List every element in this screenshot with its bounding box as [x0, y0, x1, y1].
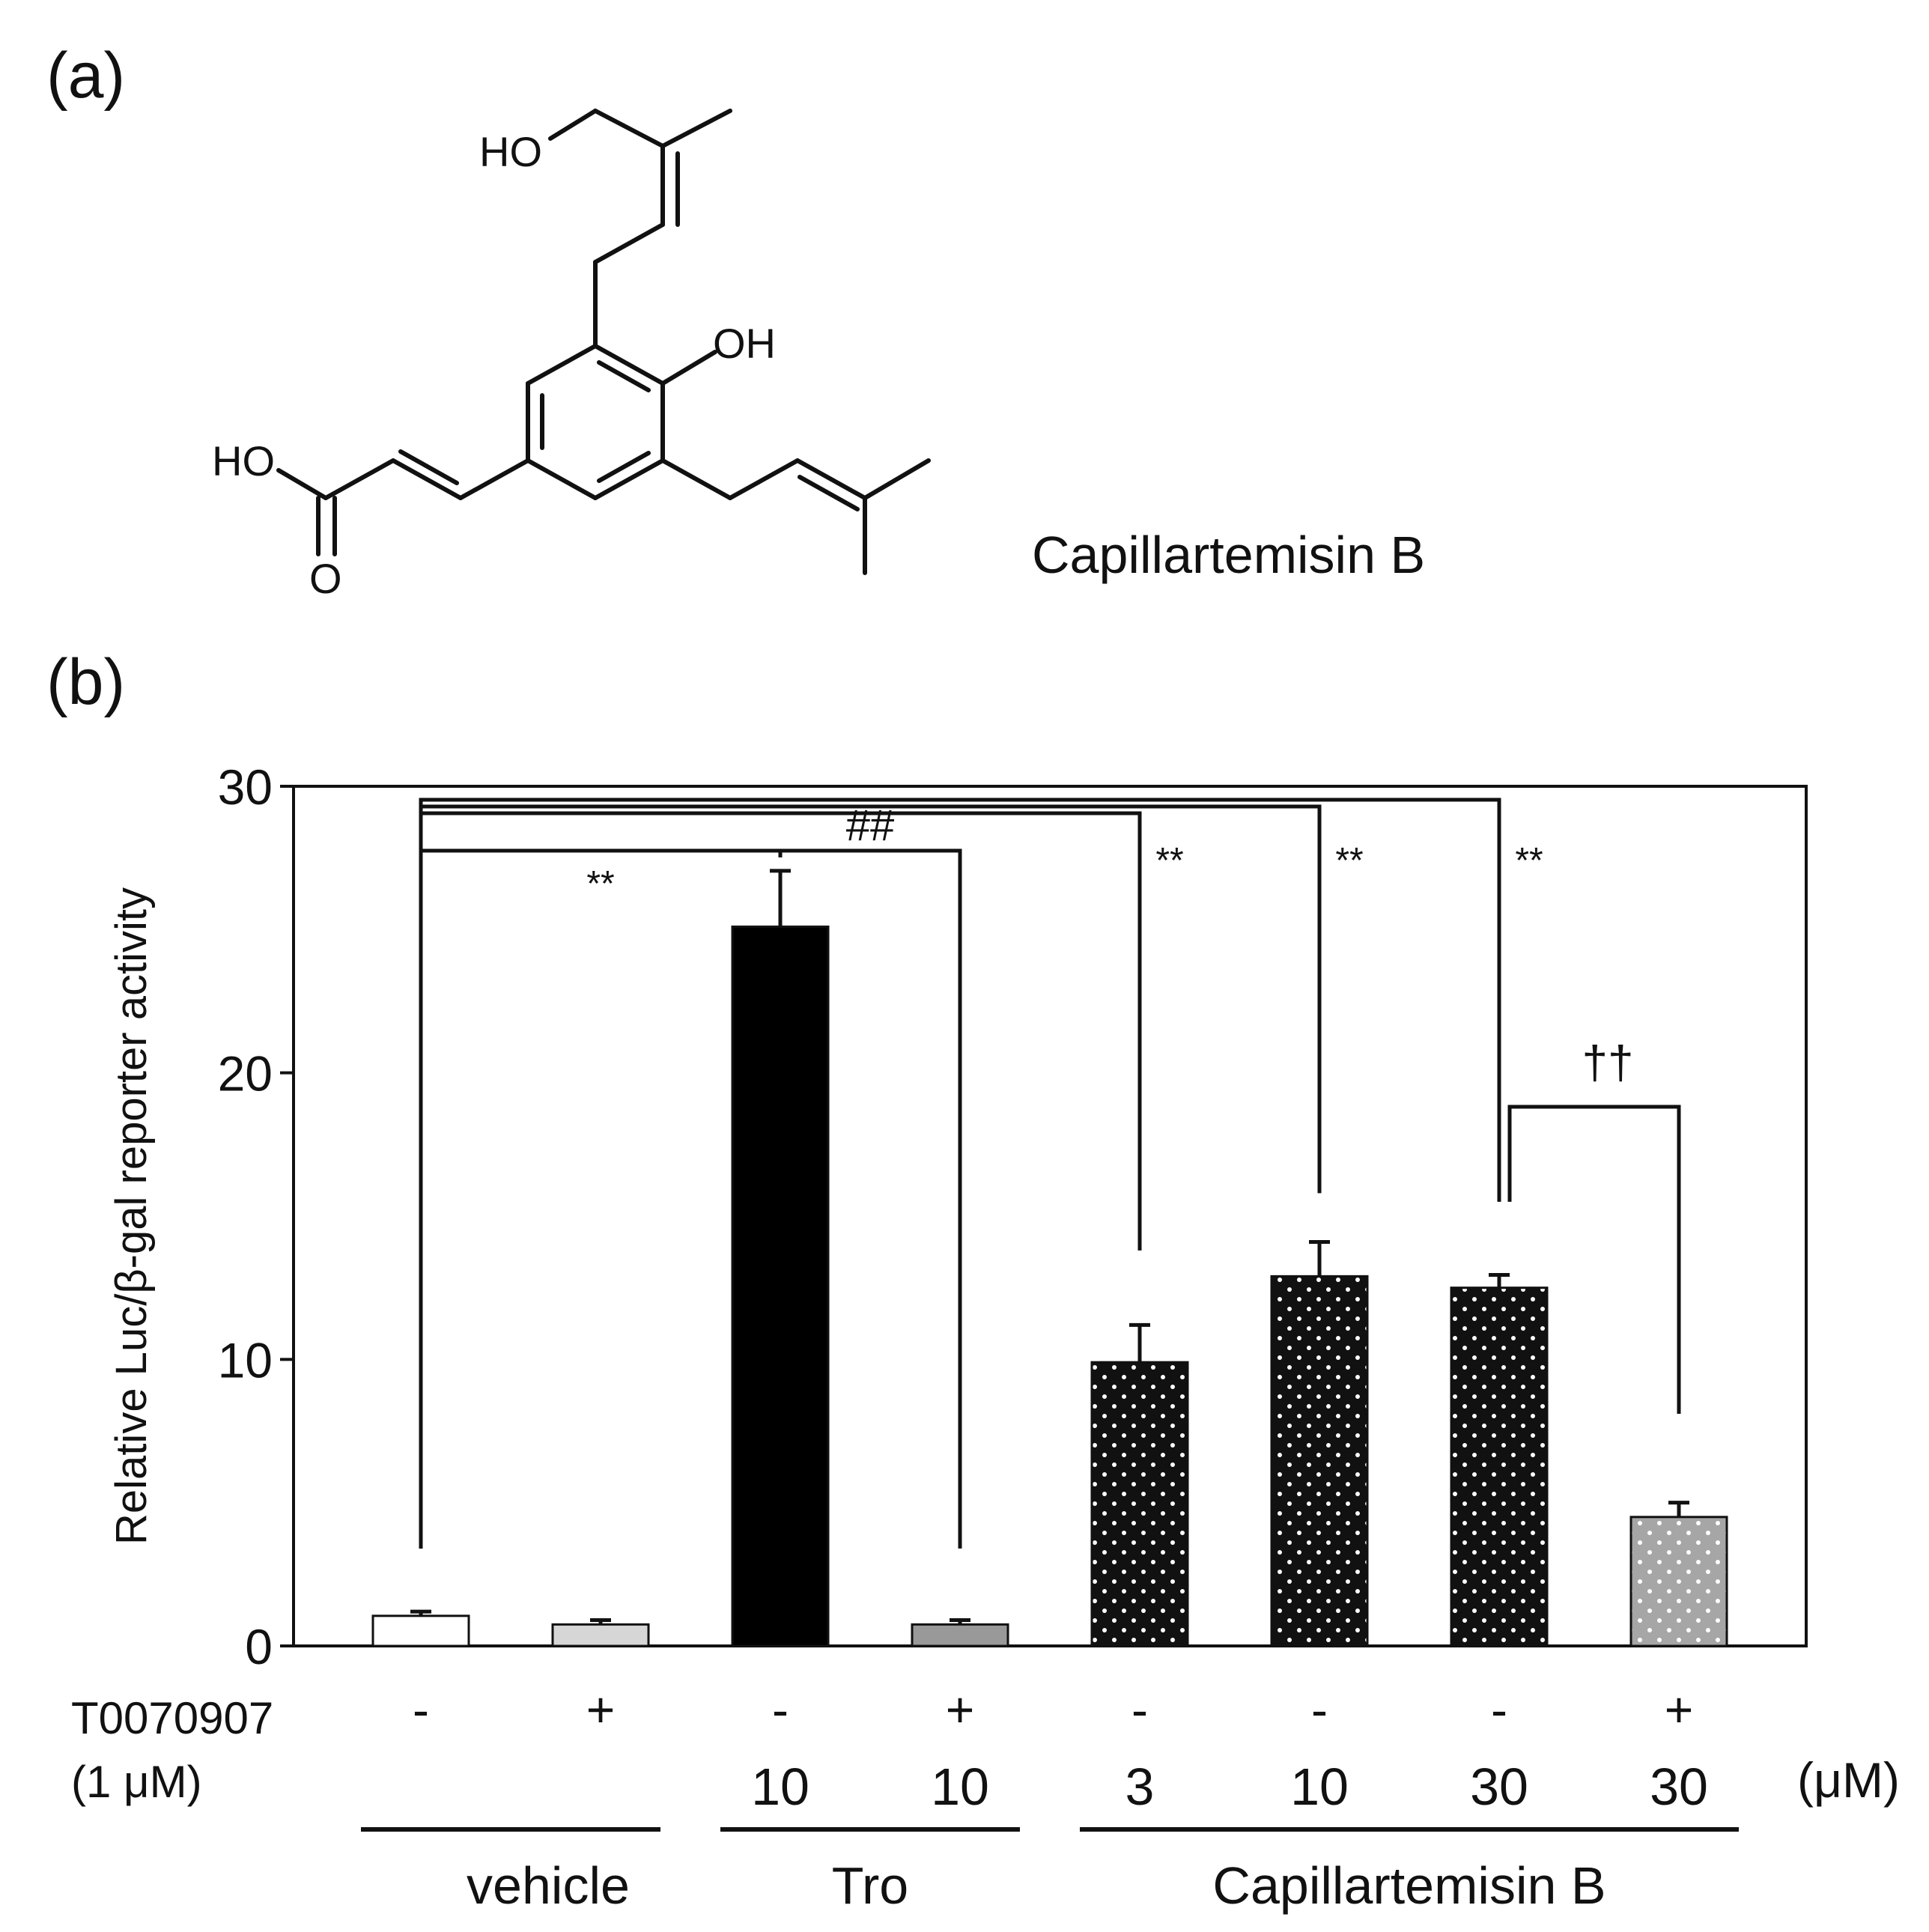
treatment-sign-5: - [1311, 1682, 1328, 1737]
bar-2 [731, 926, 830, 1647]
significance-bracket-1 [778, 848, 962, 1549]
bar-4 [1090, 1361, 1189, 1647]
error-bar-5 [1309, 1239, 1330, 1277]
group-label-0: vehicle [467, 1856, 630, 1915]
error-bar-1 [590, 1618, 611, 1625]
significance-label-5: †† [1582, 1037, 1634, 1089]
significance-label-4: ** [1515, 841, 1543, 881]
error-bar-2 [770, 869, 791, 927]
atom-label-ho-top: HO [479, 128, 542, 175]
concentration-label-3: 10 [931, 1758, 989, 1816]
treatment-sign-6: - [1491, 1682, 1507, 1737]
bar-1 [551, 1623, 650, 1647]
panel-a-label: (a) [46, 40, 125, 112]
significance-bracket-0 [419, 848, 783, 1549]
treatment-sign-7: + [1665, 1682, 1694, 1737]
y-axis-label: Relative Luc/β-gal reporter activity [107, 887, 156, 1545]
concentration-label-2: 10 [751, 1758, 809, 1816]
treatment-row-label-dose: (1 μM) [71, 1757, 202, 1807]
error-bar-4 [1129, 1322, 1150, 1363]
treatment-sign-3: + [946, 1682, 975, 1737]
y-tick-label: 0 [245, 1619, 273, 1674]
bar-3 [911, 1623, 1009, 1647]
panel-b-label: (b) [46, 646, 125, 718]
plot-frame [292, 785, 1808, 1647]
group-label-2: Capillartemisin B [1212, 1856, 1606, 1915]
error-bar-3 [950, 1618, 970, 1625]
compound-name: Capillartemisin B [1032, 526, 1425, 584]
error-bar-0 [410, 1609, 431, 1616]
y-tick-label: 30 [218, 759, 273, 815]
bar-5 [1270, 1275, 1369, 1647]
treatment-sign-2: - [772, 1682, 789, 1737]
atom-label-oh-ring: OH [713, 320, 776, 367]
significance-label-2: ** [1155, 841, 1183, 881]
group-labels: vehicle Tro Capillartemisin B [361, 1827, 1739, 1915]
bar-0 [371, 1614, 470, 1647]
significance-label-1: ## [846, 801, 895, 850]
atom-label-o-carbonyl: O [309, 555, 342, 602]
error-bars [410, 869, 1689, 1625]
error-bar-6 [1489, 1272, 1510, 1288]
treatment-sign-4: - [1131, 1682, 1148, 1737]
y-tick-label: 20 [218, 1046, 273, 1102]
atom-label-ho-acid: HO [212, 437, 275, 484]
significance-brackets: ** ## ** ** ** †† [419, 798, 1681, 1549]
treatment-row-label: T0070907 [71, 1693, 273, 1743]
treatment-sign-0: - [413, 1682, 429, 1737]
treatment-signs: - + - + - - - + [413, 1682, 1693, 1737]
y-ticks: 0 10 20 30 [218, 759, 294, 1674]
bar-6 [1450, 1287, 1549, 1647]
concentration-label-4: 3 [1125, 1758, 1155, 1816]
significance-label-0: ** [586, 864, 614, 904]
bar-7 [1629, 1516, 1728, 1647]
treatment-sign-1: + [586, 1682, 616, 1737]
bar-chart: Relative Luc/β-gal reporter activity 0 10… [107, 759, 1808, 1674]
concentration-label-5: 10 [1290, 1758, 1349, 1816]
concentration-labels: 10 10 3 10 30 30 [751, 1758, 1708, 1816]
significance-bracket-5 [1507, 1105, 1681, 1415]
chemical-structure: HO OH HO O [212, 109, 931, 602]
error-bar-7 [1668, 1501, 1689, 1517]
concentration-label-7: 30 [1650, 1758, 1708, 1816]
group-label-1: Tro [832, 1856, 908, 1915]
concentration-unit: (μM) [1797, 1752, 1900, 1808]
bars [371, 926, 1728, 1647]
significance-label-3: ** [1335, 841, 1363, 881]
significance-bracket-4 [419, 798, 1501, 1549]
concentration-label-6: 30 [1470, 1758, 1528, 1816]
y-tick-label: 10 [218, 1332, 273, 1388]
